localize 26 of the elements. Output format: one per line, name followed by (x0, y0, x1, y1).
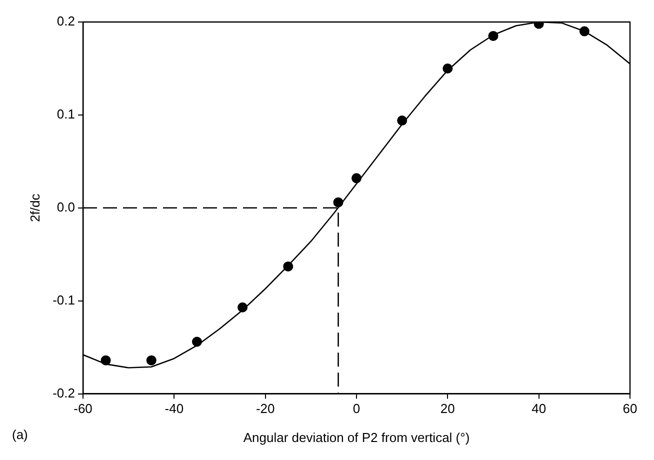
point (488, 30, 498, 41)
text: (a) (12, 427, 28, 442)
y-tick-label: 0.2 (56, 14, 75, 29)
point (283, 261, 294, 272)
x-axis-title: Angular deviation of P2 from vertical (°) (243, 430, 470, 445)
x-tick-label: 40 (532, 401, 546, 416)
y-tick-label: 0.0 (56, 199, 75, 214)
x-tick-label: 60 (622, 401, 638, 416)
point (579, 26, 590, 36)
point (146, 355, 156, 366)
point (352, 173, 362, 184)
y-axis-title: 2f/dc (27, 193, 42, 222)
x-tick-label: -20 (256, 401, 275, 416)
x-tick-label: 20 (440, 401, 455, 416)
point (192, 336, 202, 347)
point (100, 355, 111, 366)
x-tick-label: -40 (164, 401, 184, 416)
point (397, 116, 408, 126)
x-tick-label: -60 (74, 401, 92, 416)
point (238, 302, 248, 312)
y-tick-label: 0.1 (56, 106, 75, 122)
y-tick-label: -0.2 (52, 385, 75, 400)
point (333, 197, 344, 208)
y-tick-label: -0.1 (52, 292, 75, 308)
x-tick-label: 0 (352, 401, 360, 416)
point (442, 63, 453, 74)
